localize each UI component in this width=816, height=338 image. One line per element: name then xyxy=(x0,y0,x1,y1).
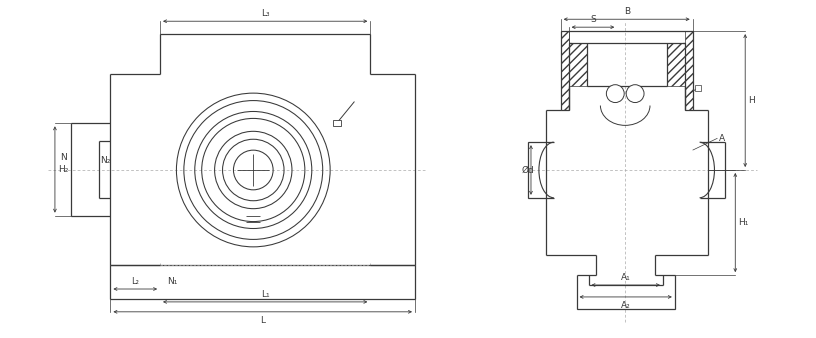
Text: A: A xyxy=(720,134,725,143)
Text: H₁: H₁ xyxy=(738,218,748,227)
Text: A₁: A₁ xyxy=(621,273,631,282)
Text: N₁: N₁ xyxy=(167,277,177,286)
Circle shape xyxy=(606,85,624,102)
Text: L₂: L₂ xyxy=(131,277,140,286)
Circle shape xyxy=(626,85,644,102)
Text: H: H xyxy=(748,96,755,105)
Text: Ød: Ød xyxy=(521,166,534,174)
Text: S: S xyxy=(590,15,596,24)
Text: H₂: H₂ xyxy=(58,165,69,174)
Text: L₃: L₃ xyxy=(261,9,269,18)
Text: N₂: N₂ xyxy=(100,156,111,165)
Text: L: L xyxy=(260,316,265,325)
Text: N: N xyxy=(60,153,67,162)
Bar xyxy=(694,85,701,91)
Text: A₂: A₂ xyxy=(621,301,631,310)
Bar xyxy=(333,120,340,126)
Text: L₁: L₁ xyxy=(261,290,269,299)
Text: B: B xyxy=(623,7,630,16)
